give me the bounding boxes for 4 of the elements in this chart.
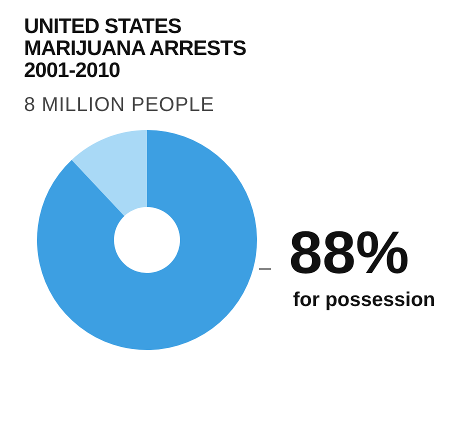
data-label: 88%	[289, 219, 410, 286]
slice-label: for possession	[293, 289, 436, 311]
chart-title: UNITED STATES MARIJUANA ARRESTS 2001-2010	[24, 15, 246, 82]
chart-subtitle: 8 MILLION PEOPLE	[24, 94, 214, 117]
